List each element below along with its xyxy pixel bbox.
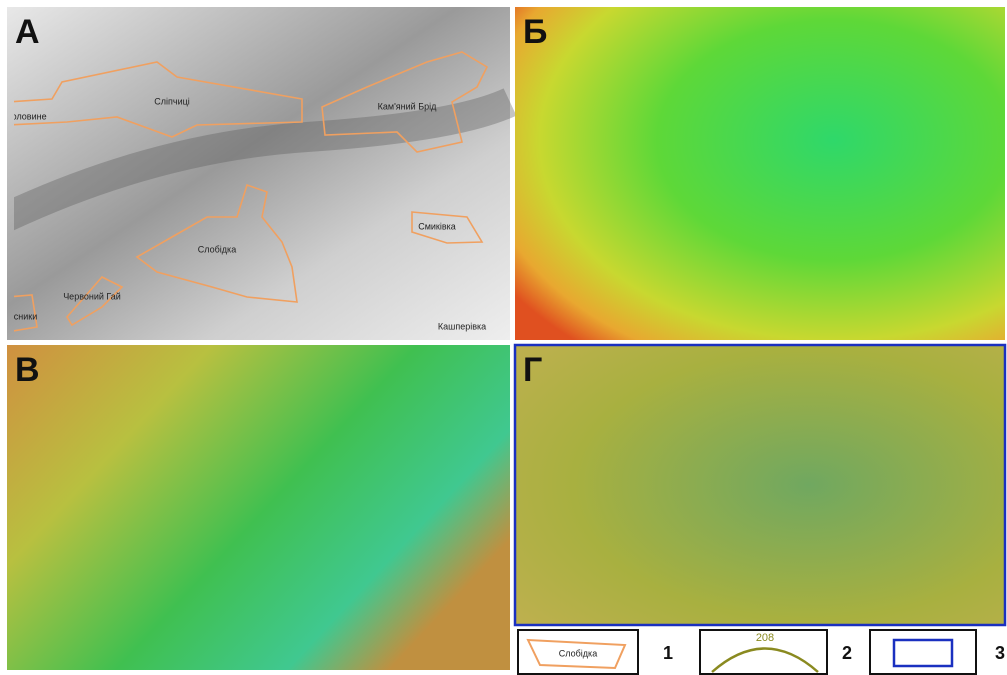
settlement-outline xyxy=(135,183,298,303)
legend-number: 1 xyxy=(663,643,673,663)
panel-background xyxy=(515,345,1005,625)
legend-number: 2 xyxy=(842,643,852,663)
place-name: Кашперівка xyxy=(438,321,486,331)
legend-number: 3 xyxy=(995,643,1005,663)
settlement-outline xyxy=(411,211,484,244)
settlement-outline xyxy=(321,51,489,153)
legend-outline xyxy=(526,638,627,670)
map-panel: Сліпчиці Кам'яний Брід Головине Слобідка Чер… xyxy=(7,7,517,340)
legend-label: Слобідка xyxy=(559,648,597,658)
legend-frame xyxy=(892,638,954,668)
place-name: Смиківка xyxy=(418,221,456,231)
legend-label: 208 xyxy=(756,632,774,644)
panel-background xyxy=(515,7,1005,340)
panel-letter: А xyxy=(15,13,40,51)
panel-letter: Г xyxy=(523,351,542,389)
settlement-outline xyxy=(14,61,303,138)
panel-letter: Б xyxy=(523,13,547,51)
place-name: Сліпчиці xyxy=(154,96,190,106)
panel-frame xyxy=(513,343,1007,627)
panel-content: Сліпчиці Кам'яний Брід Головине Слобідка Чер… xyxy=(7,51,517,332)
place-name: Головине xyxy=(7,111,46,121)
settlement-outline xyxy=(66,276,124,327)
map-panel: Г xyxy=(513,343,1007,627)
legend-contour xyxy=(711,647,819,673)
place-name: Кам'яний Брід xyxy=(378,101,437,111)
place-name: Червоний Гай xyxy=(63,291,121,301)
legend: Слобідка 1 208 2 3 xyxy=(517,629,1005,675)
place-name: Слобідка xyxy=(198,244,236,254)
legend-box xyxy=(699,629,828,675)
panel-letter: В xyxy=(15,351,40,389)
settlement-outline xyxy=(14,294,38,332)
panels: Сліпчиці Кам'яний Брід Головине Слобідка Чер… xyxy=(7,7,1007,670)
legend-box xyxy=(869,629,977,675)
valley xyxy=(14,88,517,231)
place-name: Осники xyxy=(7,311,37,321)
panel-background xyxy=(7,345,510,670)
